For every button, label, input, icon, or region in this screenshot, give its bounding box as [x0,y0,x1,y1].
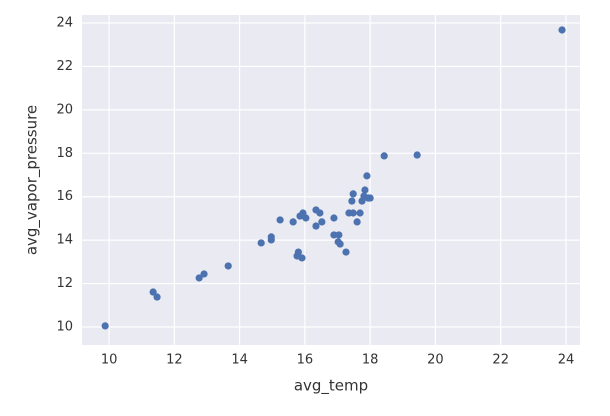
point [361,186,369,194]
point [413,151,421,159]
x-tick-label: 18 [362,353,379,368]
y-tick-label: 22 [56,59,73,74]
y-tick-label: 12 [56,276,73,291]
x-tick-label: 12 [166,353,183,368]
point [380,152,388,160]
x-axis-label: avg_temp [294,377,368,396]
point [224,262,232,270]
point [302,214,310,222]
y-axis-label: avg_vapor_pressure [23,105,42,255]
x-tick-label: 24 [558,353,575,368]
point [298,254,306,262]
x-tick-label: 14 [231,353,248,368]
point [257,239,265,247]
x-tick-label: 10 [101,353,118,368]
point [348,197,356,205]
point [353,218,361,226]
point [342,248,350,256]
y-tick-label: 24 [56,16,73,31]
point [366,194,374,202]
y-tick-label: 18 [56,146,73,161]
point [195,274,203,282]
y-tick-label: 10 [56,319,73,334]
x-tick-label: 20 [427,353,444,368]
y-tick-label: 14 [56,233,73,248]
point [289,218,297,226]
point [101,322,109,330]
point [276,216,284,224]
point [149,288,157,296]
point [363,172,371,180]
point [200,270,208,278]
point [349,190,357,198]
point [153,293,161,301]
point [318,218,326,226]
point [335,231,343,239]
point [558,26,566,34]
point [316,209,324,217]
point [356,209,364,217]
point [330,214,338,222]
x-tick-label: 22 [492,353,509,368]
point [312,222,320,230]
x-tick-label: 16 [297,353,314,368]
point [267,233,275,241]
y-tick-label: 16 [56,189,73,204]
point [336,240,344,248]
point [349,209,357,217]
y-tick-label: 20 [56,102,73,117]
plot-area [82,15,580,345]
